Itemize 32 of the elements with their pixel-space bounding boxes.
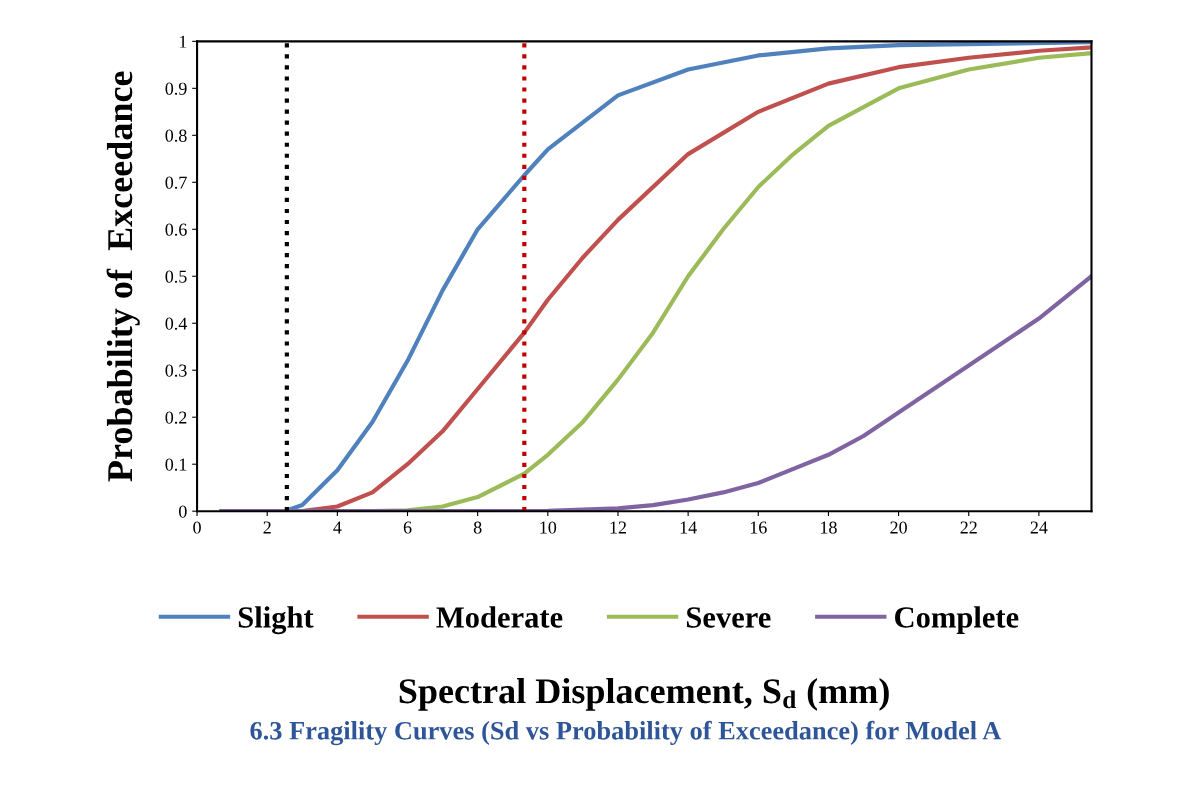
x-tick-label: 20 <box>890 521 907 534</box>
legend-label: Severe <box>686 607 771 628</box>
x-tick-label: 2 <box>263 521 271 534</box>
y-tick-label: 1 <box>179 35 187 48</box>
x-tick-label: 10 <box>540 521 557 534</box>
line-series <box>219 274 1092 512</box>
legend-label: Moderate <box>436 606 563 628</box>
x-tick-label: 18 <box>820 521 837 534</box>
x-tick-label: 6 <box>403 521 412 534</box>
y-tick-label: 0.9 <box>165 82 187 95</box>
x-tick-label: 24 <box>1030 521 1048 534</box>
y-tick-label: 0.7 <box>165 176 187 189</box>
y-tick-label: 0.6 <box>165 223 187 236</box>
text: 6.3 Fragility Curves (Sd vs Probability of Exceedance) for Model A <box>250 720 1002 746</box>
y-axis-title: Probability of Exceedance <box>106 71 140 482</box>
x-tick-label: 16 <box>750 521 767 534</box>
y-tick-label: 0.2 <box>165 411 187 424</box>
x-tick-label: 0 <box>193 521 201 534</box>
x-tick-label: 12 <box>610 521 626 534</box>
legend-label: Complete <box>895 606 1019 634</box>
y-tick-label: 0.5 <box>165 270 187 283</box>
y-tick-label: 0.8 <box>165 129 187 142</box>
y-tick-label: 0.3 <box>165 364 187 377</box>
x-tick-label: 22 <box>960 521 977 534</box>
x-tick-label: 4 <box>333 521 342 534</box>
x-tick-label: 14 <box>680 521 697 534</box>
y-tick-label: 0 <box>179 505 187 518</box>
legend-label: Slight <box>238 606 314 635</box>
y-tick-label: 0.4 <box>165 317 188 330</box>
x-axis-title: Spectral Displacement, S$_{d}$ (mm) <box>399 677 889 711</box>
x-tick-label: 8 <box>473 521 482 534</box>
y-tick-label: 0.1 <box>165 458 187 471</box>
